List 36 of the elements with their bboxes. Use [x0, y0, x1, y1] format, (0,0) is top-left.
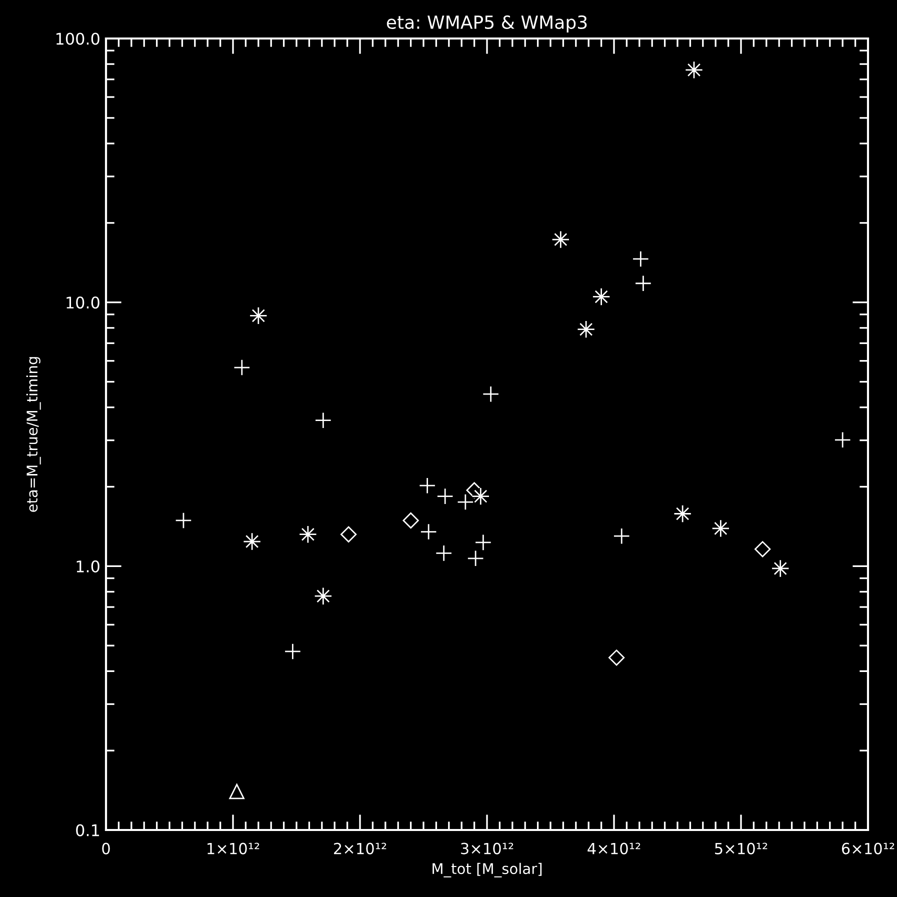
- y-tick-label: 1.0: [76, 560, 100, 572]
- point: [474, 534, 492, 551]
- point: [634, 275, 652, 292]
- x-axis-title: M_tot [M_solar]: [432, 862, 542, 878]
- point: [175, 512, 192, 529]
- point: [613, 528, 630, 544]
- point: [834, 432, 851, 448]
- point: [457, 494, 474, 510]
- x-tick-label: 4×10¹²: [588, 842, 640, 854]
- x-tick-label: 0: [102, 842, 110, 854]
- y-tick-label: 100.0: [56, 32, 100, 45]
- point: [482, 386, 500, 402]
- point: [284, 643, 302, 660]
- x-tick-label: 6×10¹²: [842, 842, 894, 854]
- y-tick-label: 10.0: [66, 296, 100, 309]
- point: [632, 250, 650, 268]
- chart-title: eta: WMAP5 & WMap3: [386, 15, 587, 33]
- point: [402, 512, 419, 529]
- point: [467, 550, 484, 567]
- point: [420, 523, 437, 540]
- point: [466, 482, 482, 498]
- x-tick-label: 3×10¹²: [461, 842, 514, 854]
- point: [436, 488, 454, 505]
- point: [340, 526, 357, 542]
- point: [418, 477, 436, 494]
- point: [314, 412, 332, 429]
- x-tick-label: 5×10¹²: [715, 842, 768, 854]
- y-tick-label: 0.1: [76, 824, 99, 836]
- point: [608, 650, 625, 666]
- point: [435, 544, 452, 562]
- point: [754, 541, 771, 558]
- point: [234, 359, 250, 376]
- y-axis-title: eta=M_true/M_timing: [26, 357, 41, 512]
- point: [229, 784, 244, 800]
- x-tick-label: 1×10¹²: [208, 842, 260, 854]
- x-tick-label: 2×10¹²: [334, 842, 386, 854]
